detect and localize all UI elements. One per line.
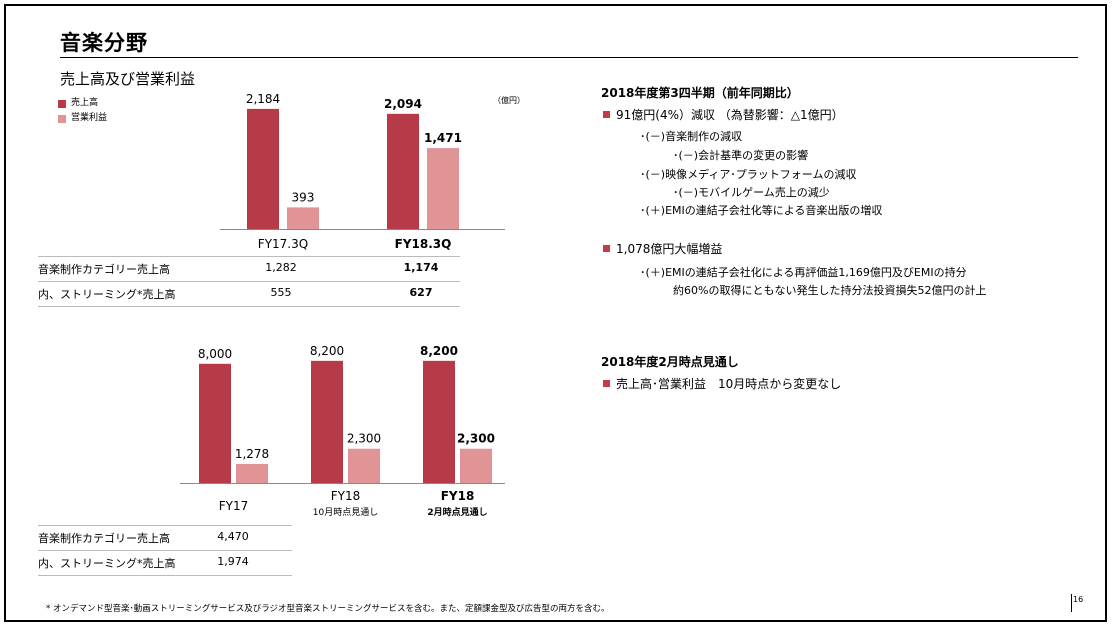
bar (387, 113, 419, 229)
x-tick-label: FY18 (331, 489, 361, 503)
table-row: 内、ストリーミング*売上高 555 627 (38, 281, 438, 305)
data-label: 2,094 (384, 97, 422, 111)
bar (423, 360, 455, 483)
page-title: 音楽分野 (60, 31, 148, 55)
row-label: 音楽制作カテゴリー売上高 (38, 532, 170, 545)
data-label: 8,000 (198, 347, 232, 361)
legend-label-operating-income: 営業利益 (71, 113, 108, 123)
revenue-factor: ･(＋)EMIの連結子会社化等による音楽出版の増収 (640, 204, 883, 217)
data-label: 2,300 (347, 432, 381, 446)
bar (199, 363, 231, 483)
page-number: 16 (1073, 595, 1084, 604)
cell-value: 1,282 (265, 261, 297, 274)
cell-value: 555 (270, 286, 292, 299)
slide-frame (4, 4, 1107, 622)
cell-value: 1,974 (217, 555, 249, 568)
row-label: 内、ストリーミング*売上高 (38, 557, 176, 570)
footnote: * オンデマンド型音楽･動画ストリーミングサービス及びラジオ型音楽ストリーミング… (46, 604, 610, 614)
bullet-revenue: 91億円(4%）減収 （為替影響：△1億円） (603, 106, 844, 123)
cell-value: 627 (409, 286, 433, 299)
data-label: 1,278 (235, 447, 269, 461)
bullet-outlook: 売上高･営業利益 10月時点から変更なし (603, 375, 841, 392)
legend-label-sales: 売上高 (71, 98, 99, 108)
x-tick-label: FY17.3Q (258, 237, 308, 251)
legend-swatch-sales (58, 99, 66, 108)
bullet-text: 91億円(4%）減収 （為替影響：△1億円） (616, 108, 844, 122)
data-label: 8,200 (310, 344, 344, 358)
cell-value: 4,470 (217, 530, 249, 543)
data-label: 8,200 (420, 344, 458, 358)
row-label: 内、ストリーミング*売上高 (38, 288, 176, 301)
x-tick-label: FY18.3Q (395, 237, 452, 251)
bullet-marker (603, 380, 610, 387)
legend-swatch-operating-income (58, 114, 66, 123)
x-tick-label: FY17 (219, 499, 249, 513)
revenue-factor: ･(－)モバイルゲーム売上の減少 (673, 186, 830, 199)
income-factor: 約60%の取得にともない発生した持分法投資損失52億円の計上 (673, 284, 987, 297)
bullet-marker (603, 111, 610, 118)
table-row: 内、ストリーミング*売上高 1,974 (38, 550, 438, 574)
bar (236, 463, 268, 483)
revenue-factor: ･(－)音楽制作の減収 (640, 130, 743, 143)
data-label: 2,184 (246, 92, 280, 106)
table-row: 音楽制作カテゴリー売上高 1,282 1,174 (38, 256, 438, 280)
x-tick-sublabel: 2月時点見通し (427, 506, 487, 518)
income-factor: ･(＋)EMIの連結子会社化による再評価益1,169億円及びEMIの持分 (640, 266, 967, 279)
bar (427, 148, 459, 229)
bar (348, 448, 380, 483)
bar (460, 448, 492, 483)
cell-value: 1,174 (403, 261, 439, 274)
legend-item-operating-income: 営業利益 (58, 111, 107, 126)
x-tick-sublabel: 10月時点見通し (313, 507, 378, 518)
x-tick-label: FY18 (441, 489, 475, 503)
revenue-factor: ･(－)映像メディア･プラットフォームの減収 (640, 168, 857, 181)
data-label: 393 (292, 190, 315, 204)
bar (287, 207, 319, 229)
row-label: 音楽制作カテゴリー売上高 (38, 263, 170, 276)
bar (247, 108, 279, 229)
bar (311, 360, 343, 483)
table-row: 音楽制作カテゴリー売上高 4,470 (38, 525, 438, 549)
data-label: 1,471 (424, 131, 462, 145)
bullet-text: 売上高･営業利益 10月時点から変更なし (616, 377, 842, 391)
unit-label: （億円） (493, 96, 525, 105)
data-label: 2,300 (457, 432, 495, 446)
legend-item-sales: 売上高 (58, 96, 107, 111)
bullet-income: 1,078億円大幅増益 (603, 240, 722, 257)
revenue-factor: ･(－)会計基準の変更の影響 (673, 149, 809, 162)
page-number-divider (1071, 594, 1072, 612)
outlook-heading: 2018年度2月時点見通し (601, 355, 739, 369)
title-divider (60, 57, 1078, 58)
bullet-text: 1,078億円大幅増益 (616, 242, 723, 256)
q3-heading: 2018年度第3四半期（前年同期比） (601, 86, 799, 100)
section-title: 売上高及び営業利益 (60, 70, 196, 88)
chart-legend: 売上高 営業利益 (58, 96, 107, 126)
bullet-marker (603, 245, 610, 252)
